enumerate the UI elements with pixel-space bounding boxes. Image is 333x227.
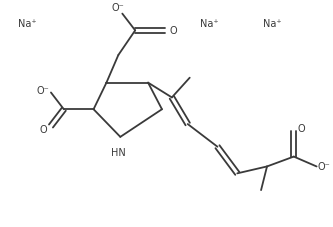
Text: HN: HN [111,147,126,157]
Text: O⁻: O⁻ [112,3,125,13]
Text: O⁻: O⁻ [37,85,49,95]
Text: Na⁺: Na⁺ [18,19,37,29]
Text: O: O [298,123,305,133]
Text: O: O [169,26,177,36]
Text: Na⁺: Na⁺ [200,19,219,29]
Text: O: O [39,124,47,134]
Text: O⁻: O⁻ [317,162,330,172]
Text: Na⁺: Na⁺ [263,19,281,29]
